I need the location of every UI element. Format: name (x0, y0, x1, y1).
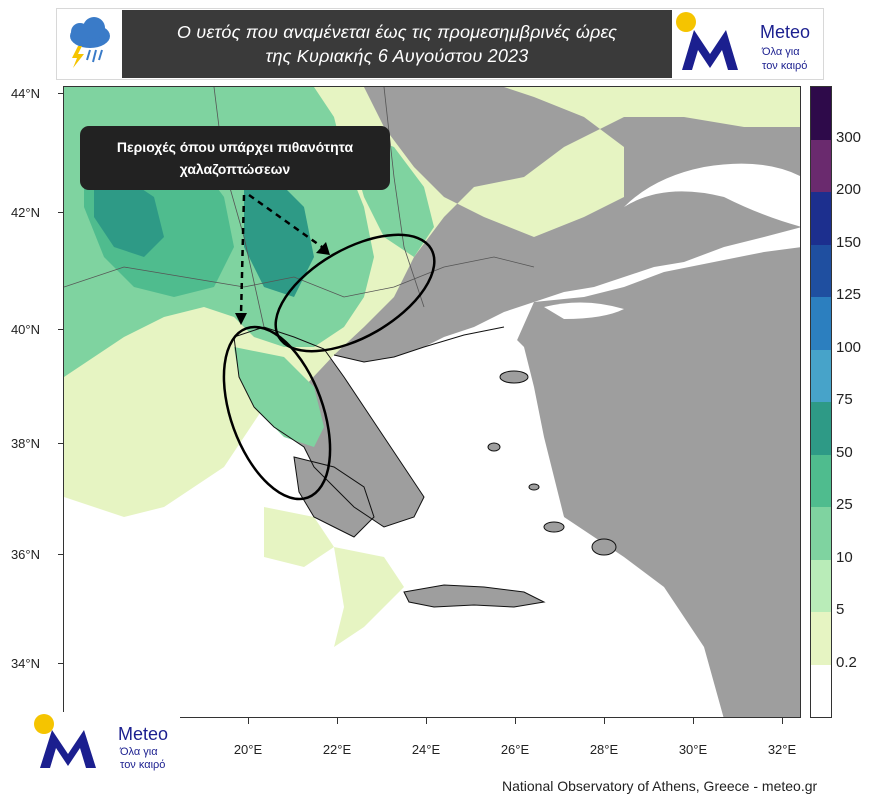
lat-tick (58, 93, 63, 94)
legend-color-segment (811, 664, 831, 717)
bottom-logo-brand: Meteo (118, 724, 169, 744)
precipitation-legend (810, 86, 832, 718)
annotation-line2: χαλαζοπτώσεων (179, 161, 291, 177)
lat-tick (58, 663, 63, 664)
legend-color-segment (811, 612, 831, 665)
bottom-meteo-logo: Meteo Όλα για τον καιρό (30, 712, 180, 772)
logo-tagline-1: Όλα για (762, 46, 800, 58)
legend-label: 300 (836, 128, 862, 146)
legend-color-segment (811, 244, 831, 297)
legend-label: 50 (836, 443, 853, 461)
meteo-logo-icon (34, 714, 96, 768)
hail-annotation-box: Περιοχές όπου υπάρχει πιθανότητα χαλαζοπ… (80, 126, 390, 190)
lon-label-22: 22°E (322, 742, 352, 757)
logo-tagline-2: τον καιρό (762, 60, 808, 72)
lon-tick (426, 718, 427, 724)
weather-icon-box (58, 10, 120, 78)
legend-color-segment (811, 507, 831, 560)
lon-label-24: 24°E (411, 742, 441, 757)
meteo-logo-icon (676, 12, 738, 70)
lat-label-36: 36°N (10, 547, 40, 562)
legend-color-segment (811, 192, 831, 245)
lon-tick (248, 718, 249, 724)
legend-color-segment (811, 559, 831, 612)
lon-label-28: 28°E (589, 742, 619, 757)
legend-label: 200 (836, 181, 862, 198)
legend-label: 125 (836, 286, 862, 303)
legend-color-segment (811, 139, 831, 192)
legend-color-segment (811, 454, 831, 507)
lat-tick (58, 554, 63, 555)
precipitation-map (63, 86, 801, 718)
legend-label: 100 (836, 338, 862, 356)
lat-label-40: 40°N (10, 322, 40, 337)
legend-color-segment (811, 87, 831, 140)
bottom-logo-tagline-2: τον καιρό (120, 759, 166, 771)
lat-label-42: 42°N (10, 205, 40, 220)
lat-tick (58, 443, 63, 444)
lat-label-38: 38°N (10, 436, 40, 451)
legend-color-segment (811, 349, 831, 402)
lat-label-34: 34°N (10, 656, 40, 671)
lat-tick (58, 212, 63, 213)
lon-tick (782, 718, 783, 724)
map-svg (64, 87, 800, 717)
lon-tick (693, 718, 694, 724)
legend-color-segment (811, 297, 831, 350)
rain-storm-icon (70, 17, 110, 68)
legend-label: 0.2 (836, 653, 857, 671)
lon-label-30: 30°E (678, 742, 708, 757)
lat-label-44: 44°N (10, 86, 40, 101)
header-title: Ο υετός που αναμένεται έως τις προμεσημβ… (122, 10, 672, 78)
lat-tick (58, 329, 63, 330)
bottom-logo-tagline-1: Όλα για (120, 746, 158, 758)
legend-label: 25 (836, 496, 853, 513)
header-title-line2: της Κυριακής 6 Αυγούστου 2023 (265, 46, 529, 66)
lon-tick (515, 718, 516, 724)
credit-text: National Observatory of Athens, Greece -… (502, 778, 818, 794)
lon-label-32: 32°E (767, 742, 797, 757)
hail-zone-west-ellipse (222, 325, 332, 501)
legend-label: 5 (836, 601, 845, 618)
legend-color-segment (811, 402, 831, 455)
header-title-line1: Ο υετός που αναμένεται έως τις προμεσημβ… (176, 22, 618, 42)
legend-label: 75 (836, 391, 853, 408)
lon-tick (337, 718, 338, 724)
annotation-line1: Περιοχές όπου υπάρχει πιθανότητα (116, 139, 354, 155)
lon-tick (604, 718, 605, 724)
lon-label-26: 26°E (500, 742, 530, 757)
logo-brand: Meteo (760, 22, 811, 42)
legend-label: 10 (836, 548, 853, 566)
header-meteo-logo: Meteo Όλα για τον καιρό (674, 10, 822, 78)
lon-label-20: 20°E (233, 742, 263, 757)
legend-label: 150 (836, 233, 862, 251)
